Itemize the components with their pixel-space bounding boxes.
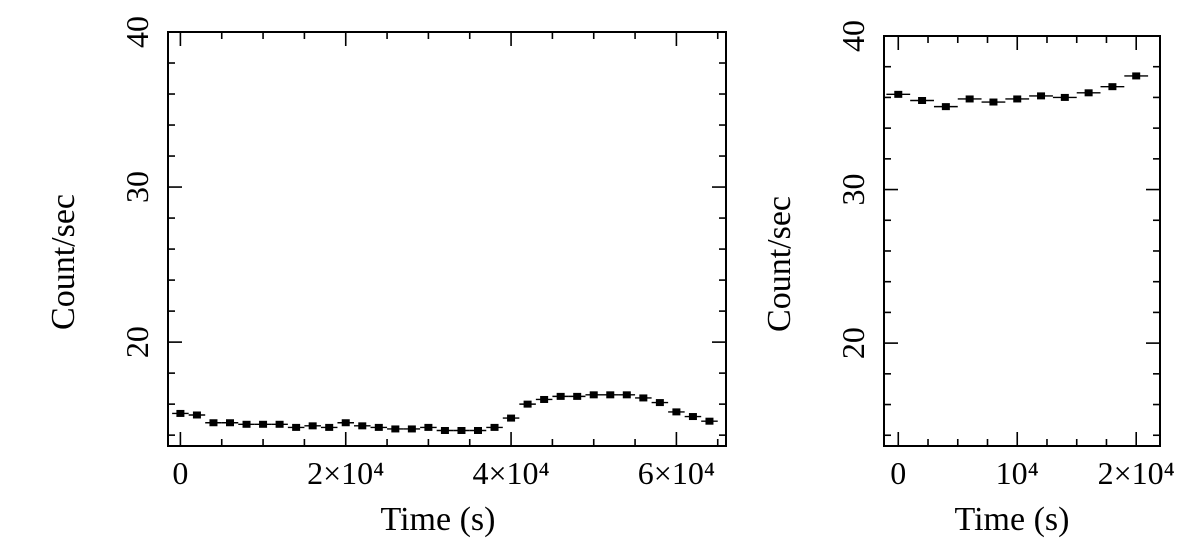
- right-plot-frame: [883, 35, 1161, 447]
- right-light-curve-panel: 0 10⁴ 2×10⁴ 20 30 40 Time (s) Count/sec: [761, 20, 1175, 538]
- right-data-points: [886, 72, 1149, 111]
- left-data-point: [705, 417, 714, 425]
- left-data-point: [192, 411, 201, 419]
- left-plot-frame: [167, 31, 727, 447]
- left-y-tick-label: 20: [119, 326, 155, 358]
- right-x-tick-label: 2×10⁴: [1098, 455, 1175, 491]
- left-data-point: [523, 400, 532, 408]
- left-data-point: [655, 399, 664, 407]
- right-data-point: [1132, 72, 1141, 80]
- left-data-point: [457, 426, 466, 434]
- right-data-point: [941, 103, 950, 111]
- left-data-point: [242, 420, 251, 428]
- right-y-tick-label: 20: [835, 327, 871, 359]
- right-y-tick-label: 30: [835, 174, 871, 206]
- left-data-point: [440, 426, 449, 434]
- right-y-axis-title: Count/sec: [761, 196, 798, 332]
- left-data-point: [540, 395, 549, 403]
- left-y-tick-labels: 20 30 40: [119, 16, 155, 358]
- right-ticks: [884, 35, 1160, 446]
- right-x-tick-label: 10⁴: [996, 455, 1039, 491]
- left-data-point: [407, 425, 416, 433]
- left-x-tick-label: 4×10⁴: [472, 455, 549, 491]
- right-data-point: [1037, 92, 1046, 100]
- left-data-point: [275, 420, 284, 428]
- right-x-axis-title: Time (s): [955, 501, 1070, 538]
- right-data-point: [894, 90, 903, 98]
- left-data-point: [606, 391, 615, 399]
- left-data-point: [490, 423, 499, 431]
- left-data-point: [226, 419, 234, 427]
- left-data-point: [341, 419, 350, 427]
- left-data-point: [325, 423, 334, 431]
- right-y-tick-labels: 20 30 40: [835, 20, 871, 359]
- left-y-axis-title: Count/sec: [45, 194, 82, 330]
- left-data-point: [358, 422, 367, 430]
- left-data-point: [209, 419, 218, 427]
- left-x-tick-label: 0: [172, 455, 188, 491]
- left-data-point: [589, 391, 598, 399]
- left-data-point: [176, 409, 185, 417]
- right-x-tick-label: 0: [890, 455, 906, 491]
- left-data-point: [259, 420, 268, 428]
- left-ticks: [168, 31, 726, 446]
- left-data-point: [374, 423, 383, 431]
- left-data-point: [308, 422, 317, 430]
- left-data-point: [391, 425, 400, 433]
- right-data-point: [989, 98, 998, 106]
- left-light-curve-panel: 0 2×10⁴ 4×10⁴ 6×10⁴ 20 30 40 Time (s) Count/s…: [45, 16, 727, 538]
- left-data-point: [292, 423, 301, 431]
- left-data-point: [639, 394, 648, 402]
- left-y-tick-label: 30: [119, 171, 155, 203]
- right-data-point: [965, 95, 974, 103]
- left-data-point: [688, 413, 697, 421]
- left-data-point: [507, 414, 516, 422]
- right-y-tick-label: 40: [835, 20, 871, 52]
- left-data-point: [672, 408, 681, 416]
- left-data-point: [474, 426, 482, 434]
- left-x-tick-label: 6×10⁴: [638, 455, 715, 491]
- right-data-point: [1060, 93, 1069, 101]
- right-data-point: [1084, 89, 1093, 97]
- left-y-tick-label: 40: [119, 16, 155, 48]
- left-data-point: [622, 391, 631, 399]
- left-x-tick-label: 2×10⁴: [307, 455, 384, 491]
- left-data-points: [172, 391, 718, 434]
- right-x-tick-labels: 0 10⁴ 2×10⁴: [890, 455, 1175, 491]
- left-data-point: [573, 392, 582, 400]
- left-x-tick-labels: 0 2×10⁴ 4×10⁴ 6×10⁴: [172, 455, 715, 491]
- left-x-axis-title: Time (s): [381, 501, 496, 538]
- right-data-point: [918, 96, 927, 104]
- left-data-point: [424, 423, 433, 431]
- right-data-point: [1108, 83, 1117, 91]
- right-data-point: [1013, 95, 1022, 103]
- left-data-point: [556, 392, 565, 400]
